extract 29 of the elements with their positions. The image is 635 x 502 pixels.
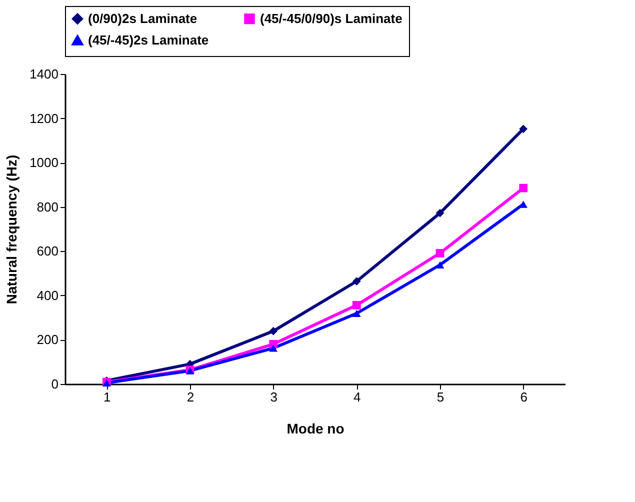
x-tick-label: 6 bbox=[520, 390, 528, 404]
y-tick-label: 1200 bbox=[30, 110, 58, 126]
point bbox=[436, 208, 444, 218]
point bbox=[269, 344, 278, 352]
x-tick-label: 1 bbox=[104, 390, 111, 404]
x-axis-title: Mode no bbox=[286, 420, 344, 436]
y-tick-label: 400 bbox=[36, 288, 58, 303]
legend-label: (45/-45/0/90)s Laminate bbox=[260, 10, 402, 26]
x-tick-label: 2 bbox=[186, 390, 194, 404]
legend-label: (45/-45)2s Laminate bbox=[88, 32, 209, 48]
y-tick-label: 1400 bbox=[30, 66, 58, 82]
point bbox=[352, 277, 361, 286]
point bbox=[436, 261, 444, 268]
y-tick-label: 600 bbox=[36, 244, 58, 259]
point bbox=[269, 326, 278, 336]
point bbox=[519, 184, 528, 192]
point bbox=[352, 300, 361, 310]
y-tick-label: 1000 bbox=[30, 155, 58, 170]
point bbox=[436, 248, 444, 258]
x-tick-label: 4 bbox=[354, 390, 361, 404]
y-tick-label: 200 bbox=[36, 332, 58, 348]
x-tick-label: 5 bbox=[436, 390, 444, 404]
x-tick-label: 3 bbox=[270, 390, 278, 404]
point bbox=[519, 124, 528, 134]
y-axis-title: Natural frequency (Hz) bbox=[4, 154, 20, 304]
legend-label: (0/90)2s Laminate bbox=[88, 10, 198, 26]
point bbox=[352, 310, 361, 317]
y-tick-label: 800 bbox=[36, 199, 58, 214]
y-tick-label: 0 bbox=[51, 376, 58, 392]
